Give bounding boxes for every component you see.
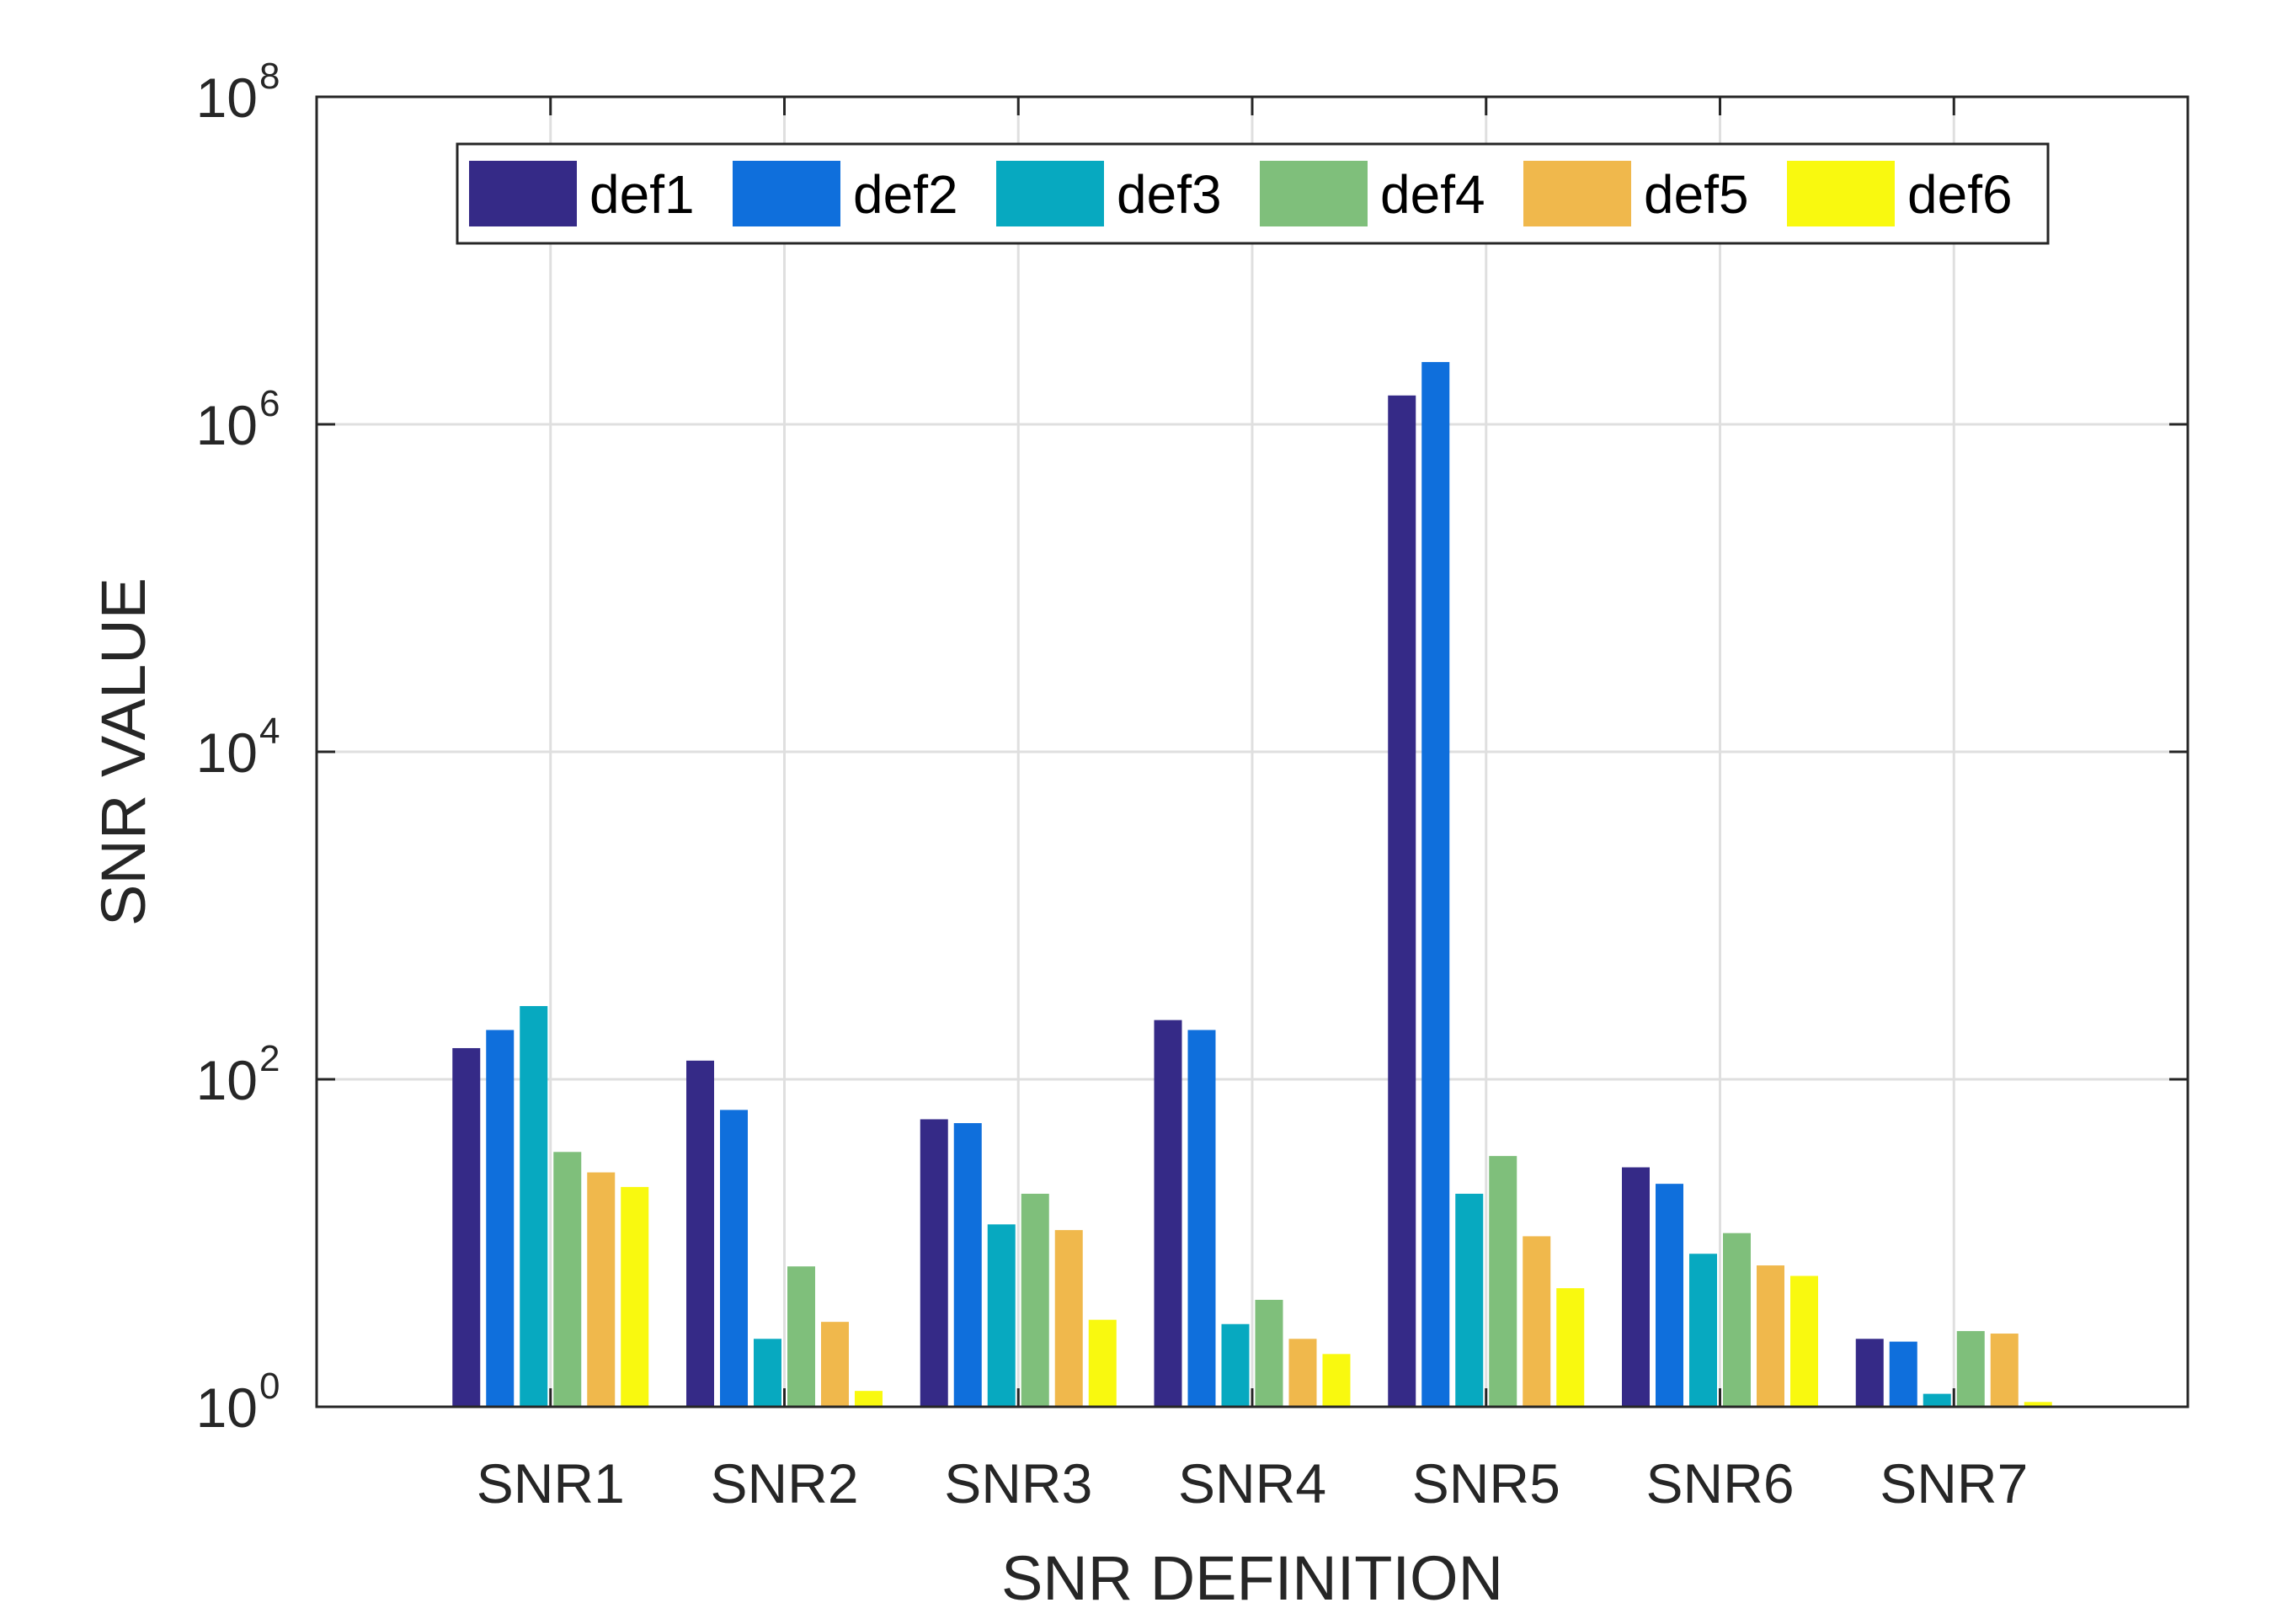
y-tick-label: 10 bbox=[196, 1376, 258, 1439]
legend-swatch bbox=[1523, 161, 1631, 226]
bar-def1-snr2 bbox=[686, 1060, 714, 1407]
y-tick-exponent: 6 bbox=[259, 383, 280, 424]
legend-swatch bbox=[469, 161, 577, 226]
bar-def3-snr4 bbox=[1221, 1323, 1250, 1407]
bar-def6-snr7 bbox=[2024, 1402, 2052, 1407]
y-tick-base: 10 bbox=[196, 1049, 258, 1111]
legend-label: def2 bbox=[853, 164, 958, 225]
bar-def6-snr4 bbox=[1322, 1354, 1351, 1407]
x-tick-label: SNR1 bbox=[477, 1452, 625, 1515]
bar-def5-snr4 bbox=[1288, 1339, 1317, 1407]
y-tick-label: 10 bbox=[196, 721, 258, 784]
ticks bbox=[317, 95, 2188, 1408]
x-tick-label: SNR2 bbox=[710, 1452, 858, 1515]
legend-swatch bbox=[1787, 161, 1895, 226]
legend-label: def1 bbox=[589, 164, 695, 225]
legend-swatch bbox=[996, 161, 1104, 226]
bar-def3-snr5 bbox=[1455, 1193, 1484, 1407]
x-tick-label: SNR7 bbox=[1880, 1452, 2028, 1515]
bar-def4-snr2 bbox=[787, 1266, 815, 1407]
y-tick-base: 10 bbox=[196, 67, 258, 129]
bar-def5-snr2 bbox=[821, 1322, 849, 1407]
bar-def4-snr3 bbox=[1021, 1193, 1049, 1407]
bar-def1-snr3 bbox=[920, 1119, 948, 1407]
bar-def4-snr5 bbox=[1489, 1156, 1517, 1407]
bar-def5-snr7 bbox=[1990, 1334, 2019, 1407]
bar-def1-snr4 bbox=[1154, 1020, 1182, 1407]
y-tick-exponent: 2 bbox=[259, 1038, 280, 1079]
x-tick-label: SNR4 bbox=[1178, 1452, 1326, 1515]
bar-def6-snr1 bbox=[621, 1186, 649, 1407]
bar-def2-snr2 bbox=[720, 1110, 748, 1407]
bar-def2-snr5 bbox=[1421, 362, 1450, 1407]
y-tick-label: 10 bbox=[196, 394, 258, 456]
legend-swatch bbox=[733, 161, 840, 226]
grid bbox=[317, 97, 2188, 1407]
y-tick-label: 10 bbox=[196, 1049, 258, 1111]
bar-def6-snr3 bbox=[1088, 1319, 1117, 1407]
x-tick-label: SNR5 bbox=[1412, 1452, 1560, 1515]
bar-def2-snr6 bbox=[1656, 1184, 1683, 1407]
bar-def2-snr7 bbox=[1889, 1341, 1917, 1407]
bar-def5-snr6 bbox=[1757, 1265, 1784, 1407]
bar-def6-snr6 bbox=[1790, 1275, 1818, 1407]
y-axis-label: SNR VALUE bbox=[88, 578, 158, 926]
legend-label: def4 bbox=[1380, 164, 1485, 225]
bar-def5-snr5 bbox=[1523, 1236, 1551, 1407]
bar-def3-snr3 bbox=[987, 1224, 1016, 1407]
x-tick-label: SNR6 bbox=[1645, 1452, 1794, 1515]
legend-label: def3 bbox=[1117, 164, 1222, 225]
bar-def4-snr1 bbox=[553, 1152, 582, 1407]
x-axis-label: SNR DEFINITION bbox=[1001, 1543, 1503, 1613]
y-tick-base: 10 bbox=[196, 1376, 258, 1439]
bar-def3-snr2 bbox=[754, 1339, 781, 1407]
bar-def4-snr7 bbox=[1956, 1331, 1985, 1407]
bars bbox=[452, 362, 2052, 1407]
legend-label: def6 bbox=[1907, 164, 2013, 225]
bar-def1-snr5 bbox=[1388, 395, 1416, 1407]
x-tick-label: SNR3 bbox=[944, 1452, 1092, 1515]
y-tick-base: 10 bbox=[196, 394, 258, 456]
y-tick-exponent: 0 bbox=[259, 1366, 280, 1407]
bar-def5-snr1 bbox=[587, 1172, 616, 1407]
bar-def1-snr1 bbox=[452, 1047, 481, 1407]
bar-def2-snr3 bbox=[953, 1123, 982, 1407]
legend-label: def5 bbox=[1644, 164, 1749, 225]
bar-def1-snr7 bbox=[1855, 1339, 1884, 1407]
bar-def4-snr6 bbox=[1723, 1233, 1751, 1407]
y-tick-base: 10 bbox=[196, 721, 258, 784]
bar-def2-snr1 bbox=[486, 1030, 515, 1407]
bar-def3-snr6 bbox=[1689, 1254, 1717, 1407]
bar-def5-snr3 bbox=[1054, 1230, 1083, 1407]
y-tick-label: 10 bbox=[196, 67, 258, 129]
bar-def2-snr4 bbox=[1187, 1030, 1216, 1407]
bar-def4-snr4 bbox=[1255, 1299, 1283, 1407]
legend: def1 def2 def3 def4 def5 def6 bbox=[456, 142, 2050, 245]
legend-swatch bbox=[1260, 161, 1368, 226]
bar-def1-snr6 bbox=[1622, 1167, 1650, 1407]
legend-box bbox=[456, 142, 2050, 245]
bar-def3-snr1 bbox=[520, 1006, 548, 1407]
y-tick-exponent: 8 bbox=[259, 56, 280, 97]
bar-def6-snr5 bbox=[1556, 1288, 1585, 1407]
bar-def6-snr2 bbox=[855, 1391, 883, 1407]
y-tick-exponent: 4 bbox=[259, 711, 280, 752]
bar-def3-snr7 bbox=[1923, 1393, 1951, 1407]
